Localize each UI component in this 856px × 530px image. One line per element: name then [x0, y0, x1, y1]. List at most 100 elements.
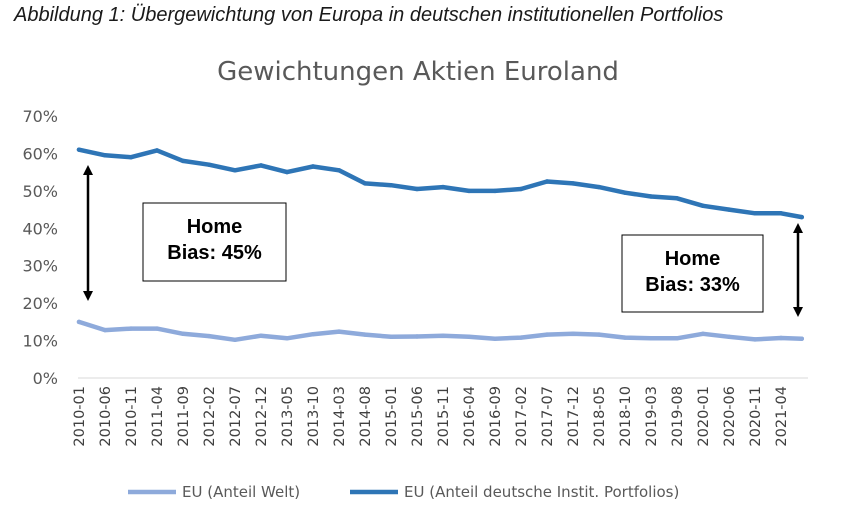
data-point	[388, 183, 394, 188]
data-point	[388, 334, 394, 339]
home-bias-label-line1: Home	[187, 216, 243, 238]
data-point	[778, 335, 784, 341]
x-tick-label: 2014-08	[358, 386, 374, 447]
y-tick-label: 30%	[22, 257, 58, 276]
x-tick-label: 2017-02	[514, 386, 530, 447]
data-point	[752, 211, 758, 216]
y-axis: 0% 10% 20% 30% 40% 50% 60% 70%	[22, 107, 58, 388]
data-point	[492, 188, 498, 194]
chart-title: Gewichtungen Aktien Euroland	[217, 57, 619, 87]
x-tick-label: 2010-01	[72, 386, 88, 447]
data-point	[466, 334, 472, 339]
x-tick-label: 2013-10	[306, 386, 322, 447]
data-point	[726, 207, 732, 212]
data-point	[440, 333, 446, 338]
data-point	[518, 335, 524, 340]
data-point	[726, 334, 732, 339]
data-point	[128, 326, 134, 331]
home-bias-box	[142, 202, 287, 282]
data-point	[570, 331, 576, 336]
data-point	[518, 186, 524, 192]
x-tick-label: 2011-09	[176, 386, 192, 447]
data-point	[206, 162, 212, 167]
home-bias-label-line2: Bias: 33%	[645, 274, 740, 296]
data-point	[544, 179, 550, 184]
data-point	[206, 333, 212, 339]
data-point	[336, 168, 342, 173]
series-layer	[76, 147, 805, 343]
data-point	[154, 148, 160, 153]
data-point	[180, 158, 186, 164]
data-point	[570, 181, 576, 186]
data-point	[752, 337, 758, 342]
x-tick-label: 2018-05	[592, 386, 608, 447]
data-point	[362, 181, 368, 186]
figure-caption: Abbildung 1: Übergewichtung von Europa i…	[14, 4, 724, 26]
data-point	[700, 203, 706, 208]
x-tick-label: 2015-01	[384, 386, 400, 447]
data-point	[310, 332, 316, 337]
y-tick-label: 10%	[22, 332, 58, 351]
x-tick-label: 2011-04	[150, 386, 166, 447]
data-point	[232, 337, 238, 342]
data-point	[622, 335, 628, 340]
home-bias-label-line2: Bias: 45%	[167, 242, 262, 264]
data-point	[799, 336, 804, 341]
data-point	[102, 153, 108, 158]
data-point	[596, 184, 602, 190]
y-tick-label: 50%	[22, 182, 58, 201]
x-tick-label: 2012-12	[254, 386, 270, 447]
y-tick-label: 40%	[22, 219, 58, 238]
data-point	[76, 147, 82, 152]
legend-label: EU (Anteil Welt)	[182, 483, 300, 501]
data-point	[284, 336, 290, 341]
x-tick-label: 2018-10	[618, 386, 634, 447]
data-point	[778, 211, 784, 216]
y-tick-label: 60%	[22, 144, 58, 163]
legend: EU (Anteil Welt) EU (Anteil deutsche Inst…	[128, 483, 679, 501]
series-line-0	[76, 319, 805, 343]
data-point	[674, 196, 680, 201]
y-tick-label: 70%	[22, 107, 58, 126]
data-point	[648, 336, 654, 341]
data-point	[362, 332, 368, 337]
home-bias-box	[621, 234, 764, 313]
x-axis: 2010-01 2010-06 2010-11 2011-04 2011-09 2012-…	[72, 386, 790, 447]
data-point	[414, 186, 420, 192]
data-point	[622, 190, 628, 195]
data-point	[102, 327, 108, 333]
data-point	[284, 169, 290, 175]
x-tick-label: 2013-05	[280, 386, 296, 447]
home-bias-label-line1: Home	[665, 248, 721, 270]
data-point	[799, 214, 804, 220]
data-point	[76, 319, 82, 325]
x-tick-label: 2016-04	[462, 386, 478, 447]
x-tick-label: 2012-07	[228, 386, 244, 447]
data-point	[414, 334, 420, 339]
x-tick-label: 2012-02	[202, 386, 218, 447]
x-tick-label: 2017-07	[540, 386, 556, 447]
data-point	[700, 331, 706, 336]
data-point	[544, 332, 550, 337]
x-tick-label: 2020-11	[748, 386, 764, 447]
x-tick-label: 2019-08	[670, 386, 686, 447]
data-point	[492, 336, 498, 341]
x-tick-label: 2017-12	[566, 386, 582, 447]
x-tick-label: 2020-06	[722, 386, 738, 447]
x-tick-label: 2016-09	[488, 386, 504, 447]
data-point	[154, 326, 160, 331]
data-point	[648, 194, 654, 199]
x-tick-label: 2015-11	[436, 386, 452, 447]
x-tick-label: 2010-06	[98, 386, 114, 447]
data-point	[128, 155, 134, 160]
data-point	[466, 188, 472, 194]
x-tick-label: 2010-11	[124, 386, 140, 447]
x-tick-label: 2019-03	[644, 386, 660, 447]
annotation-layer: Home Bias: 45% Home Bias: 33%	[83, 165, 803, 317]
data-point	[440, 184, 446, 190]
data-point	[310, 164, 316, 169]
data-point	[674, 336, 680, 341]
x-tick-label: 2021-04	[774, 386, 790, 447]
data-point	[258, 163, 264, 168]
data-point	[596, 332, 602, 337]
